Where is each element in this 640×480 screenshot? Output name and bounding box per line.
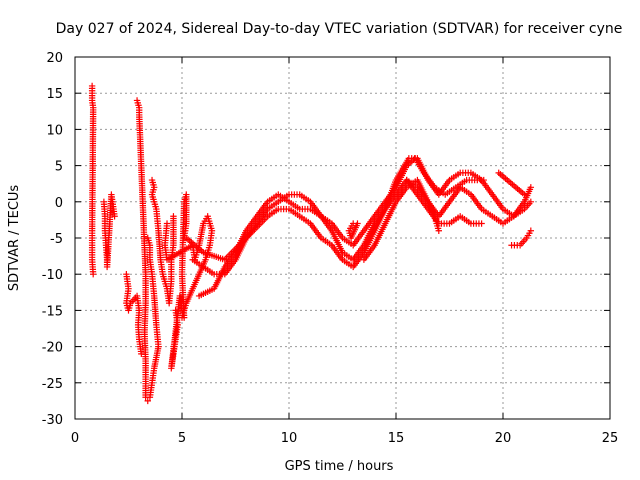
- x-tick-label: 25: [602, 431, 619, 446]
- y-axis-label: SDTVAR / TECUs: [7, 185, 22, 292]
- x-tick-label: 20: [495, 431, 512, 446]
- y-tick-label: -20: [42, 341, 63, 356]
- x-tick-label: 10: [281, 431, 298, 446]
- chart-title: Day 027 of 2024, Sidereal Day-to-day VTE…: [56, 21, 623, 37]
- data-point: [527, 198, 535, 205]
- y-tick-label: 0: [55, 196, 63, 211]
- data-point: [170, 213, 177, 220]
- data-point: [435, 227, 442, 234]
- data-point: [527, 184, 535, 191]
- data-point: [89, 271, 97, 278]
- data-points: [88, 82, 535, 405]
- y-tick-label: -15: [42, 304, 63, 319]
- y-tick-label: -30: [42, 413, 63, 428]
- x-tick-label: 5: [178, 431, 186, 446]
- data-point: [354, 220, 361, 227]
- y-tick-label: -10: [42, 268, 63, 283]
- x-tick-label: 0: [71, 431, 79, 446]
- data-point: [527, 227, 535, 234]
- data-point: [144, 397, 151, 405]
- data-point: [178, 314, 186, 321]
- y-tick-label: 5: [55, 160, 63, 175]
- x-tick-label: 15: [388, 431, 405, 446]
- ticks: 0 5 10 15 20 25 -30 -25 -20 -15 -10 -5 0 5 10 15 20: [42, 51, 619, 446]
- y-tick-label: 15: [46, 87, 63, 102]
- data-point: [146, 394, 154, 401]
- y-tick-label: 10: [46, 123, 63, 138]
- x-axis-label: GPS time / hours: [285, 459, 394, 474]
- data-point: [521, 191, 528, 198]
- y-tick-label: -5: [50, 232, 63, 247]
- data-point: [111, 213, 118, 220]
- data-point: [478, 220, 485, 227]
- y-tick-label: -25: [42, 377, 63, 392]
- y-tick-label: 20: [46, 51, 63, 66]
- grid: [75, 57, 610, 419]
